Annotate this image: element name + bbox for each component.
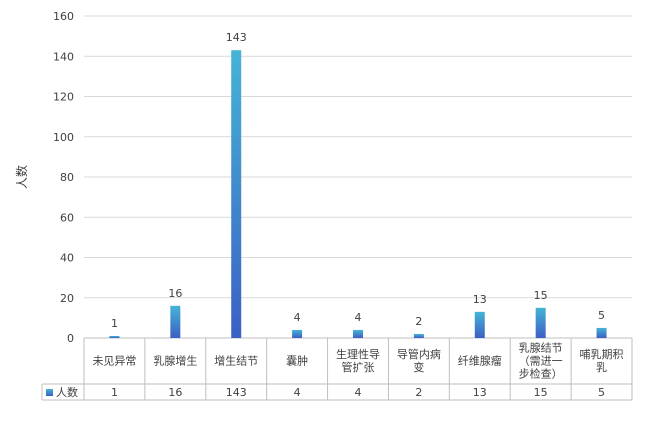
y-tick-label: 60 <box>60 211 74 224</box>
table-value: 13 <box>473 386 487 399</box>
table-value: 16 <box>168 386 182 399</box>
bar <box>596 327 607 338</box>
table-value: 5 <box>598 386 605 399</box>
y-tick-label: 160 <box>53 10 74 23</box>
data-label: 5 <box>598 309 605 322</box>
data-label: 4 <box>294 311 301 324</box>
category-label: 纤维腺瘤 <box>458 354 502 368</box>
data-label: 13 <box>473 293 487 306</box>
y-tick-label: 40 <box>60 252 74 265</box>
category-label: 导管内病 <box>397 347 441 361</box>
bar <box>231 50 242 339</box>
data-labels: 1 16 143 4 4 2 13 15 5 <box>111 31 605 330</box>
y-tick-labels: 0 20 40 60 80 100 120 140 160 <box>53 10 74 345</box>
y-tick-label: 140 <box>53 50 74 63</box>
data-label: 143 <box>226 31 247 44</box>
table-value: 143 <box>226 386 247 399</box>
data-label: 2 <box>415 315 422 328</box>
bar <box>109 335 120 338</box>
y-tick-label: 80 <box>60 171 74 184</box>
bars <box>109 50 607 339</box>
bar <box>292 329 303 338</box>
y-tick-label: 120 <box>53 91 74 104</box>
category-label: 未见异常 <box>92 355 136 368</box>
bar <box>535 307 546 338</box>
y-tick-label: 0 <box>67 332 74 345</box>
category-label: 囊肿 <box>286 354 308 368</box>
table-value: 4 <box>355 386 362 399</box>
table-value: 4 <box>294 386 301 399</box>
category-label: 哺乳期积 <box>580 348 624 361</box>
category-label: （需进一 <box>519 355 563 368</box>
category-label: 变 <box>413 360 424 374</box>
category-label: 生理性导 <box>336 347 380 361</box>
bar <box>353 329 363 338</box>
category-label: 管扩张 <box>342 360 375 374</box>
data-label: 4 <box>355 311 362 324</box>
legend-swatch <box>46 389 53 396</box>
bar <box>413 333 424 338</box>
category-label: 增生结节 <box>214 354 258 368</box>
data-label: 16 <box>168 287 182 300</box>
category-label: 乳腺结节 <box>519 341 563 355</box>
data-label: 15 <box>534 289 548 302</box>
table-value: 15 <box>534 386 548 399</box>
y-axis-label: 人数 <box>14 165 29 189</box>
category-label: 乳腺增生 <box>153 354 197 368</box>
gridlines <box>84 15 632 339</box>
category-label: 乳 <box>596 361 607 374</box>
table-value: 2 <box>415 386 422 399</box>
bar <box>474 311 485 338</box>
category-label: 步检查） <box>519 367 563 381</box>
data-label: 1 <box>111 317 118 330</box>
table-value: 1 <box>111 386 118 399</box>
bar <box>170 305 181 338</box>
y-tick-label: 100 <box>53 131 74 144</box>
y-tick-label: 20 <box>60 292 74 305</box>
legend-label: 人数 <box>56 386 78 399</box>
